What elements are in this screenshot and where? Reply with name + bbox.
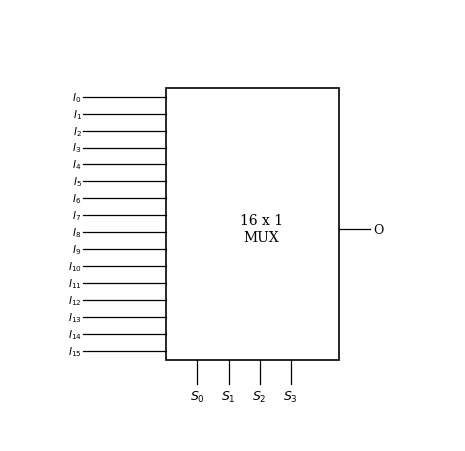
Text: $\mathit{S}_{3}$: $\mathit{S}_{3}$ <box>283 389 298 404</box>
Text: $\mathit{S}_{2}$: $\mathit{S}_{2}$ <box>252 389 267 404</box>
Text: $\mathit{I}_{1}$: $\mathit{I}_{1}$ <box>73 107 81 121</box>
Text: $\mathit{I}_{12}$: $\mathit{I}_{12}$ <box>68 294 81 307</box>
Text: $\mathit{I}_{8}$: $\mathit{I}_{8}$ <box>73 226 81 239</box>
Text: $\mathit{I}_{15}$: $\mathit{I}_{15}$ <box>68 344 81 358</box>
Text: $\mathit{I}_{13}$: $\mathit{I}_{13}$ <box>68 310 81 324</box>
Bar <box>166 89 339 360</box>
Text: $\mathit{I}_{9}$: $\mathit{I}_{9}$ <box>73 243 81 257</box>
Text: $\mathit{I}_{0}$: $\mathit{I}_{0}$ <box>73 91 81 105</box>
Text: $\mathit{I}_{6}$: $\mathit{I}_{6}$ <box>73 192 81 206</box>
Text: $\mathit{I}_{14}$: $\mathit{I}_{14}$ <box>68 327 81 341</box>
Text: $\mathit{I}_{10}$: $\mathit{I}_{10}$ <box>68 260 81 273</box>
Text: MUX: MUX <box>244 230 279 244</box>
Text: $\mathit{S}_{0}$: $\mathit{S}_{0}$ <box>190 389 205 404</box>
Text: $\mathit{I}_{5}$: $\mathit{I}_{5}$ <box>73 175 81 189</box>
Text: 16 x 1: 16 x 1 <box>240 213 283 227</box>
Text: $\mathit{I}_{2}$: $\mathit{I}_{2}$ <box>73 124 81 138</box>
Text: $\mathit{I}_{11}$: $\mathit{I}_{11}$ <box>68 276 81 290</box>
Text: $\mathit{I}_{3}$: $\mathit{I}_{3}$ <box>73 141 81 155</box>
Text: $\mathit{S}_{1}$: $\mathit{S}_{1}$ <box>221 389 236 404</box>
Text: O: O <box>373 223 384 236</box>
Text: $\mathit{I}_{4}$: $\mathit{I}_{4}$ <box>72 158 81 172</box>
Text: $\mathit{I}_{7}$: $\mathit{I}_{7}$ <box>73 209 81 223</box>
